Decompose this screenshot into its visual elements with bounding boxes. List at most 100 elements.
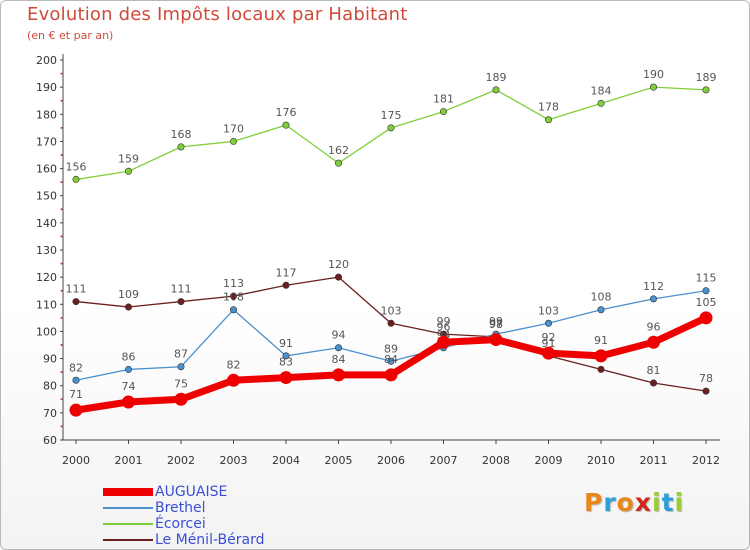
data-point-brethel: [597, 306, 605, 314]
data-label-brethel: 91: [279, 337, 293, 350]
y-tick-label: 60: [43, 434, 57, 447]
y-minor-tick: [60, 154, 63, 156]
legend-swatch: [103, 507, 153, 509]
data-point-ecorcei: [597, 99, 605, 107]
y-minor-tick: [60, 208, 63, 211]
data-label-brethel: 86: [122, 350, 136, 363]
x-tick-label: 2005: [325, 454, 353, 467]
chart-title: Evolution des Impôts locaux par Habitant: [27, 4, 408, 25]
data-label-brethel: 112: [643, 280, 664, 293]
data-label-ecorcei: 159: [118, 152, 139, 165]
y-minor-tick: [60, 344, 63, 346]
legend-swatch: [103, 523, 153, 525]
x-tick-label: 2012: [692, 454, 720, 467]
data-label-ecorcei: 178: [538, 101, 559, 114]
data-point-ecorcei: [72, 175, 80, 183]
data-point-brethel: [125, 365, 133, 373]
data-point-le-menil-berard: [230, 292, 238, 300]
data-point-auguaise: [437, 335, 450, 349]
data-label-brethel: 108: [223, 291, 244, 304]
data-point-auguaise: [384, 368, 398, 382]
data-point-auguaise: [174, 392, 188, 406]
data-label-ecorcei: 170: [223, 122, 244, 135]
x-tick-label: 2011: [640, 454, 668, 467]
y-tick-label: 200: [36, 54, 57, 67]
data-point-brethel: [544, 319, 552, 327]
data-point-auguaise: [489, 333, 503, 347]
data-label-brethel: 82: [69, 361, 83, 374]
data-label-auguaise: 91: [594, 334, 608, 347]
data-point-le-menil-berard: [649, 379, 657, 387]
data-label-auguaise: 96: [647, 320, 661, 333]
y-tick-label: 190: [36, 81, 57, 94]
data-point-le-menil-berard: [387, 319, 395, 327]
data-label-auguaise: 71: [69, 388, 83, 401]
y-minor-tick: [60, 99, 63, 102]
data-label-le-menil-berard: 117: [276, 266, 297, 279]
data-point-ecorcei: [649, 83, 657, 91]
data-point-auguaise: [594, 349, 608, 363]
x-tick-label: 2000: [62, 454, 90, 467]
data-point-ecorcei: [702, 86, 710, 94]
data-point-brethel: [387, 357, 395, 365]
x-tick-label: 2007: [430, 454, 458, 467]
data-label-ecorcei: 175: [381, 109, 402, 122]
x-tick-label: 2006: [377, 454, 405, 467]
data-point-brethel: [334, 344, 342, 352]
data-label-auguaise: 82: [227, 358, 241, 371]
logo-letter: r: [603, 488, 617, 517]
y-tick-label: 180: [36, 108, 57, 121]
logo-letter: P: [584, 488, 604, 517]
data-point-auguaise: [69, 403, 83, 417]
data-label-le-menil-berard: 103: [381, 304, 402, 317]
y-tick-label: 110: [36, 298, 57, 311]
x-tick-label: 2003: [220, 454, 248, 467]
y-minor-tick: [60, 425, 63, 428]
data-label-le-menil-berard: 109: [118, 288, 139, 301]
data-label-ecorcei: 181: [433, 93, 454, 106]
data-point-ecorcei: [334, 159, 342, 167]
data-label-ecorcei: 162: [328, 144, 349, 157]
data-label-le-menil-berard: 111: [171, 283, 192, 296]
data-point-le-menil-berard: [597, 365, 605, 373]
data-point-brethel: [702, 287, 710, 295]
y-minor-tick: [60, 181, 63, 184]
data-point-brethel: [649, 295, 657, 303]
x-tick-label: 2004: [272, 454, 300, 467]
y-minor-tick: [60, 289, 63, 292]
data-label-auguaise: 75: [174, 377, 188, 390]
data-label-brethel: 94: [332, 329, 346, 342]
data-label-le-menil-berard: 99: [437, 315, 451, 328]
data-label-auguaise: 96: [437, 320, 451, 333]
data-point-ecorcei: [544, 116, 552, 124]
data-label-le-menil-berard: 78: [699, 372, 713, 385]
x-tick-label: 2001: [115, 454, 143, 467]
data-point-brethel: [72, 376, 80, 384]
data-label-auguaise: 83: [279, 356, 293, 369]
data-label-auguaise: 84: [384, 353, 398, 366]
y-minor-tick: [60, 235, 63, 238]
data-label-ecorcei: 190: [643, 68, 664, 81]
data-label-ecorcei: 156: [66, 160, 87, 173]
data-label-ecorcei: 189: [486, 71, 507, 84]
y-tick-label: 70: [43, 407, 57, 420]
y-tick-label: 120: [36, 271, 57, 284]
y-minor-tick: [60, 72, 63, 75]
chart-subtitle: (en € et par an): [27, 29, 114, 42]
x-tick-label: 2010: [587, 454, 615, 467]
y-minor-tick: [60, 371, 63, 374]
data-point-brethel: [177, 363, 185, 371]
data-point-auguaise: [699, 311, 713, 325]
data-point-ecorcei: [387, 124, 395, 132]
y-minor-tick: [60, 398, 63, 401]
data-point-ecorcei: [230, 137, 238, 145]
data-point-ecorcei: [177, 143, 185, 151]
y-tick-label: 90: [43, 353, 57, 366]
legend-label: Le Ménil-Bérard: [155, 532, 265, 548]
x-tick-label: 2008: [482, 454, 510, 467]
data-point-auguaise: [227, 373, 240, 387]
data-point-le-menil-berard: [334, 273, 342, 281]
data-label-le-menil-berard: 120: [328, 258, 349, 271]
data-label-ecorcei: 189: [696, 71, 717, 84]
